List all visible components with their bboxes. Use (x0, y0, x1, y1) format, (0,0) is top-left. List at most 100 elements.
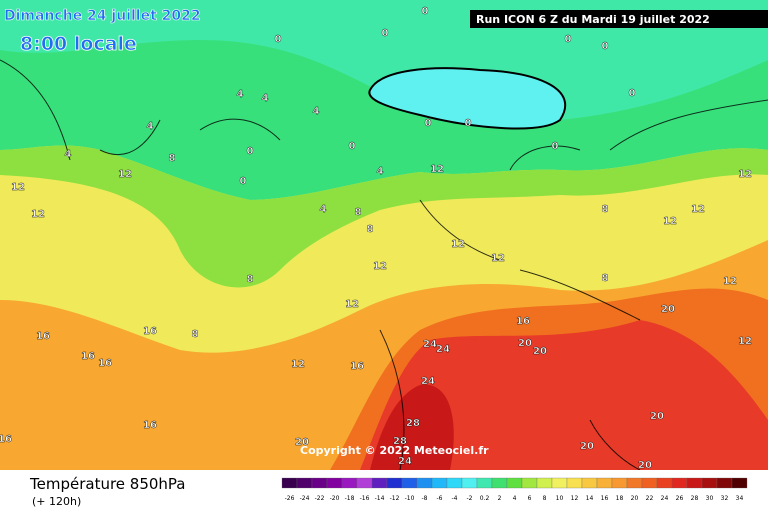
colorbar-cell (701, 477, 718, 489)
contour-label: 12 (291, 359, 305, 370)
colorbar-cell (446, 477, 463, 489)
contour-label: 12 (430, 164, 444, 175)
run-banner (470, 10, 768, 28)
colorbar-label: -20 (330, 495, 340, 502)
contour-label: 0 (565, 34, 572, 45)
colorbar-label: 22 (646, 495, 654, 502)
colorbar-label: 34 (736, 495, 744, 502)
contour-label: 4 (147, 121, 154, 132)
colorbar-cell (506, 477, 523, 489)
contour-label: 12 (118, 169, 132, 180)
contour-label: 16 (98, 358, 112, 369)
colorbar-cell (716, 477, 733, 489)
colorbar-cell (476, 477, 493, 489)
footer-lead: (+ 120h) (32, 495, 81, 508)
contour-label: 20 (533, 346, 547, 357)
contour-label: 12 (723, 276, 737, 287)
colorbar-cell (281, 477, 298, 489)
colorbar-label: -18 (345, 495, 355, 502)
copyright: Copyright © 2022 Meteociel.fr (300, 444, 489, 457)
colorbar-label: 6 (528, 495, 532, 502)
contour-label: 0 (240, 176, 247, 187)
contour-label: 8 (602, 273, 609, 284)
colorbar-label: 28 (691, 495, 699, 502)
colorbar-cell (551, 477, 568, 489)
colorbar-cell (521, 477, 538, 489)
contour-label: 12 (11, 182, 25, 193)
contour-label: 12 (663, 216, 677, 227)
colorbar-cell (356, 477, 373, 489)
cold-pool (368, 67, 567, 130)
colorbar-label: -12 (390, 495, 400, 502)
contour-label: 4 (262, 93, 269, 104)
colorbar-cell (296, 477, 313, 489)
colorbar-label: 20 (631, 495, 639, 502)
contour-label: 24 (423, 339, 437, 350)
colorbar-cell (626, 477, 643, 489)
contour-label: 8 (247, 274, 254, 285)
colorbar-label: 32 (721, 495, 729, 502)
colorbar-cell (611, 477, 628, 489)
contour-label: 28 (393, 436, 407, 447)
colorbar-cell (461, 477, 478, 489)
colorbar-cell (671, 477, 688, 489)
colorbar-cell (641, 477, 658, 489)
contour-label: 12 (345, 299, 359, 310)
colorbar-label: 16 (601, 495, 609, 502)
mild-band (0, 145, 768, 288)
contour-label: 16 (350, 361, 364, 372)
colorbar-cell (596, 477, 613, 489)
contour-label: 12 (691, 204, 705, 215)
contour-label: 0 (552, 141, 559, 152)
contour-label: 16 (81, 351, 95, 362)
hottest-core (370, 384, 454, 470)
contour-label: 0 (275, 34, 282, 45)
date-label: Dimanche 24 juillet 2022 (4, 8, 201, 24)
contour-label: 12 (738, 169, 752, 180)
colorbar-label: 8 (543, 495, 547, 502)
contour-label: 0 (465, 118, 472, 129)
colorbar-cell (581, 477, 598, 489)
contour-label: 24 (436, 344, 450, 355)
contour-label: 12 (31, 209, 45, 220)
contour-label: 12 (451, 239, 465, 250)
contour-label: 0 (629, 88, 636, 99)
colorbar-label: 4 (513, 495, 517, 502)
colorbar-cell (386, 477, 403, 489)
colorbar-cell (341, 477, 358, 489)
contour-label: 8 (355, 207, 362, 218)
contour-label: 16 (143, 326, 157, 337)
colorbar-label: 24 (661, 495, 669, 502)
contour-label: 0 (247, 146, 254, 157)
colorbar-cell (371, 477, 388, 489)
colorbar-label: -16 (360, 495, 370, 502)
contour-label: 0 (349, 141, 356, 152)
contour-label: 16 (516, 316, 530, 327)
colorbar-cell (491, 477, 508, 489)
contour-label: 24 (421, 376, 435, 387)
contour-label: 24 (398, 456, 412, 467)
colorbar-cell (416, 477, 433, 489)
colorbar-cell (656, 477, 673, 489)
colorbar-label: -22 (315, 495, 325, 502)
contour-label: 20 (650, 411, 664, 422)
footer-title: Température 850hPa (29, 475, 186, 493)
coolest-band (0, 0, 768, 124)
colorbar-label: -6 (437, 495, 443, 502)
contour-label: 0 (382, 28, 389, 39)
contour-label: 8 (192, 329, 199, 340)
colorbar-label: 12 (571, 495, 579, 502)
colorbar-label: 30 (706, 495, 714, 502)
time-label: 8:00 locale (20, 33, 137, 55)
contour-label: 0 (425, 118, 432, 129)
contour-label: 8 (367, 224, 374, 235)
colorbar-cell (686, 477, 703, 489)
colorbar-label: -8 (422, 495, 428, 502)
colorbar-label: -26 (285, 495, 295, 502)
contour-label: 16 (143, 420, 157, 431)
colorbar-cell (326, 477, 343, 489)
contour-label: 4 (65, 149, 72, 160)
contour-label: 12 (491, 253, 505, 264)
